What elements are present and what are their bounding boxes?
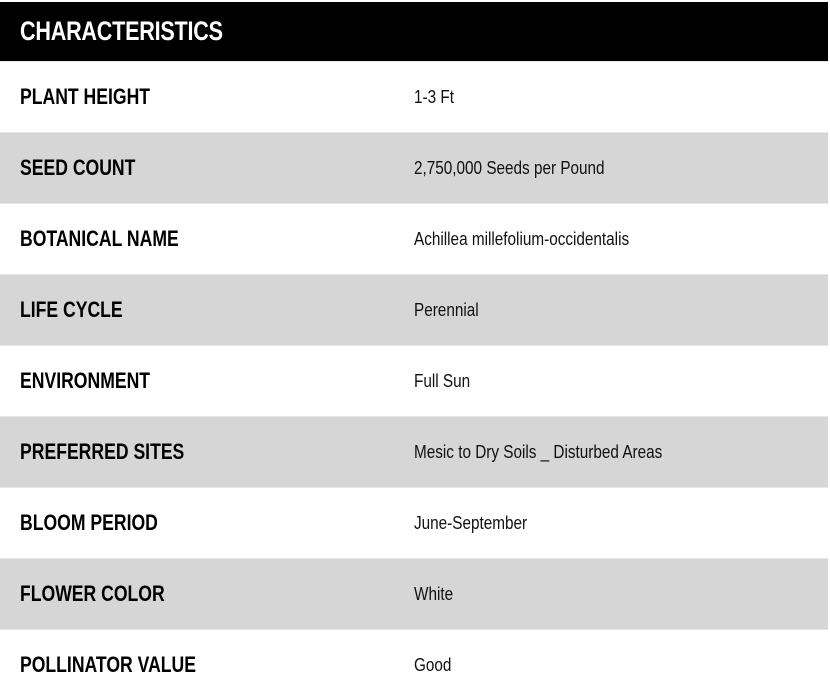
row-label: BOTANICAL NAME	[20, 226, 179, 251]
row-value: Perennial	[414, 299, 479, 320]
table-title: CHARACTERISTICS	[20, 16, 223, 46]
row-value: 2,750,000 Seeds per Pound	[414, 157, 605, 178]
row-value: June-September	[414, 512, 528, 533]
table-row: PLANT HEIGHT 1-3 Ft	[0, 61, 828, 132]
table-header: CHARACTERISTICS	[0, 2, 828, 61]
table-body: PLANT HEIGHT 1-3 Ft SEED COUNT 2,750,000 S…	[0, 61, 828, 700]
row-label: FLOWER COLOR	[20, 581, 165, 606]
row-value: White	[414, 583, 454, 604]
row-value: Achillea millefolium-occidentalis	[414, 228, 630, 249]
row-label: SEED COUNT	[20, 155, 136, 180]
row-value: Good	[414, 654, 452, 675]
table-row: BOTANICAL NAME Achillea millefolium-occid…	[0, 203, 828, 274]
row-label: PREFERRED SITES	[20, 439, 185, 464]
table-row: POLLINATOR VALUE Good	[0, 629, 828, 700]
table-row: ENVIRONMENT Full Sun	[0, 345, 828, 416]
table-row: PREFERRED SITES Mesic to Dry Soils _ Dist…	[0, 416, 828, 487]
row-label: POLLINATOR VALUE	[20, 652, 196, 677]
table-row: SEED COUNT 2,750,000 Seeds per Pound	[0, 132, 828, 203]
row-label: PLANT HEIGHT	[20, 84, 151, 109]
table-row: BLOOM PERIOD June-September	[0, 487, 828, 558]
table-row: LIFE CYCLE Perennial	[0, 274, 828, 345]
row-label: ENVIRONMENT	[20, 368, 151, 393]
row-value: Full Sun	[414, 370, 471, 391]
row-label: BLOOM PERIOD	[20, 510, 158, 535]
row-value: 1-3 Ft	[414, 86, 454, 107]
row-value: Mesic to Dry Soils _ Disturbed Areas	[414, 441, 663, 462]
row-label: LIFE CYCLE	[20, 297, 123, 322]
table-row: FLOWER COLOR White	[0, 558, 828, 629]
